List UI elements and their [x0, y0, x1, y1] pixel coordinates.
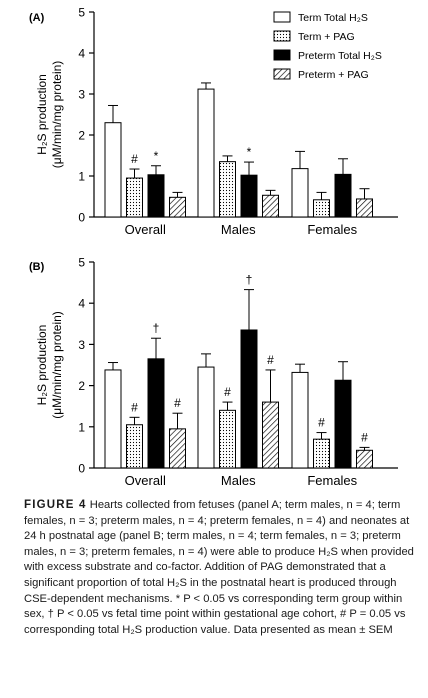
legend-label: Preterm Total H₂S [298, 50, 382, 62]
bar [291, 371, 309, 469]
bar [147, 174, 165, 218]
bar [240, 174, 258, 218]
significance-marker: † [246, 273, 253, 287]
x-tick-label: Males [221, 473, 256, 488]
y-tick-label: 4 [78, 47, 85, 61]
legend-label: Term + PAG [298, 31, 355, 43]
bar [169, 428, 186, 469]
bar [240, 329, 258, 469]
bar [262, 401, 279, 469]
significance-marker: * [247, 145, 252, 159]
y-tick-label: 3 [78, 338, 85, 352]
y-tick-label: 5 [78, 6, 85, 20]
y-axis-label: H₂S production [35, 74, 49, 155]
significance-marker: # [361, 430, 368, 444]
bar [197, 88, 215, 218]
panel-a: (A) 0 1 2 3 4 5 H₂S production (μM/min/mg protei… [29, 6, 398, 237]
legend-swatch [273, 49, 291, 61]
legend-label: Term Total H₂S [298, 12, 368, 24]
bar [197, 366, 215, 469]
bar [262, 194, 279, 218]
x-tick-label: Males [221, 222, 256, 237]
caption-text: Hearts collected from fetuses (panel A; … [24, 499, 414, 636]
y-tick-label: 0 [78, 211, 85, 225]
significance-marker: # [318, 416, 325, 430]
y-axis-label-units: (μM/min/mg protein) [50, 61, 64, 169]
y-tick-label: 1 [78, 170, 85, 184]
legend-swatch [273, 11, 291, 23]
figure-caption: FIGURE 4 Hearts collected from fetuses (… [24, 498, 420, 638]
y-axis-label: H₂S production [35, 325, 49, 406]
y-tick-label: 4 [78, 297, 85, 311]
significance-marker: # [224, 385, 231, 399]
bar [147, 358, 165, 469]
significance-marker: # [174, 396, 181, 410]
bar [126, 177, 143, 218]
y-tick-label: 2 [78, 379, 85, 393]
significance-marker: † [153, 321, 160, 335]
bar [219, 409, 236, 469]
x-tick-label: Overall [125, 473, 166, 488]
legend-label: Preterm + PAG [298, 69, 369, 81]
bar [313, 438, 330, 469]
bar [356, 449, 373, 469]
bar [334, 379, 352, 469]
panel-b: (B) 0 1 2 3 4 5 H₂S production (μM/min/mg protei… [29, 256, 398, 488]
bar [219, 161, 236, 218]
significance-marker: * [154, 149, 159, 163]
bar [334, 173, 352, 218]
caption-label: FIGURE 4 [24, 499, 87, 511]
legend-swatch [273, 30, 291, 42]
panel-label: (B) [29, 261, 45, 273]
bar [313, 199, 330, 218]
legend-swatch [273, 68, 291, 80]
panel-label: (A) [29, 12, 45, 24]
y-tick-label: 2 [78, 129, 85, 143]
y-tick-label: 3 [78, 88, 85, 102]
bar [104, 369, 122, 469]
significance-marker: # [267, 353, 274, 367]
bar [169, 196, 186, 218]
y-tick-label: 0 [78, 462, 85, 476]
y-tick-label: 5 [78, 256, 85, 270]
bar [356, 198, 373, 218]
y-axis-label-units: (μM/min/mg protein) [50, 311, 64, 419]
bar [291, 168, 309, 218]
significance-marker: # [131, 400, 138, 414]
x-tick-label: Overall [125, 222, 166, 237]
bar [104, 122, 122, 218]
significance-marker: # [131, 152, 138, 166]
bar [126, 424, 143, 469]
y-tick-label: 1 [78, 420, 85, 434]
x-tick-label: Females [307, 473, 357, 488]
x-tick-label: Females [307, 222, 357, 237]
